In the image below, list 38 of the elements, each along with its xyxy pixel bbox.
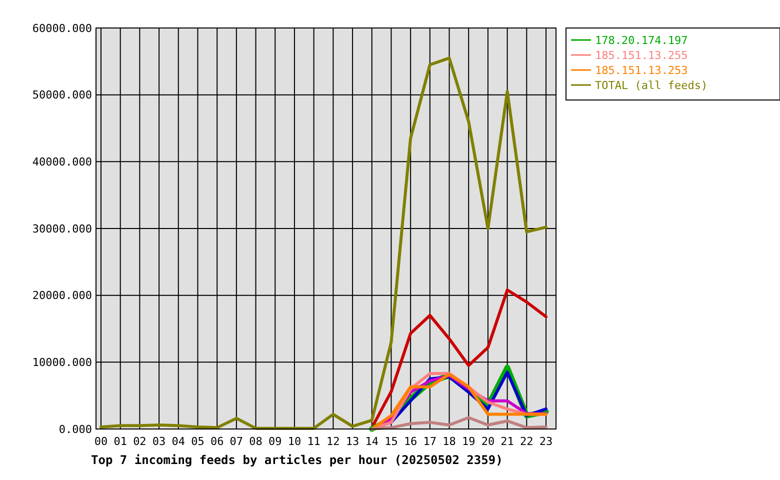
- x-tick-label: 06: [210, 435, 224, 448]
- x-tick-label: 11: [307, 435, 320, 448]
- x-tick-label: 16: [404, 435, 418, 448]
- y-tick-label: 50000.000: [32, 88, 92, 102]
- x-tick-label: 20: [481, 435, 495, 448]
- legend-label: 185.151.13.253: [595, 64, 688, 77]
- x-tick-label: 23: [539, 435, 553, 448]
- x-tick-label: 07: [230, 435, 244, 448]
- y-tick-label: 10000.000: [32, 356, 92, 370]
- x-tick-label: 09: [268, 435, 282, 448]
- line-series: [370, 416, 548, 430]
- x-tick-label: 02: [133, 435, 146, 448]
- x-tick-label: 21: [500, 435, 514, 448]
- x-tick-label: 08: [249, 435, 262, 448]
- x-tick-label: 22: [520, 435, 534, 448]
- x-tick-label: 19: [462, 435, 476, 448]
- x-tick-label: 00: [94, 435, 108, 448]
- x-tick-label: 18: [442, 435, 456, 448]
- x-tick-label: 05: [191, 435, 204, 448]
- line-series: [100, 56, 548, 430]
- x-tick-label: 13: [346, 435, 360, 448]
- x-tick-label: 04: [172, 435, 186, 448]
- x-tick-label: 03: [152, 435, 166, 448]
- y-tick-label: 40000.000: [32, 156, 92, 169]
- legend-label: 178.20.174.197: [595, 34, 688, 47]
- x-tick-label: 14: [365, 435, 379, 448]
- x-tick-label: 15: [384, 435, 398, 448]
- legend-label: 185.151.13.255: [595, 48, 688, 62]
- x-tick-label: 10: [288, 435, 302, 448]
- y-tick-label: 0.000: [58, 422, 92, 436]
- x-tick-label: 01: [114, 435, 127, 448]
- legend-label: TOTAL (all feeds): [595, 78, 708, 92]
- y-tick-label: 20000.000: [32, 289, 92, 302]
- y-tick-label: 60000.000: [32, 22, 92, 35]
- text: Top 7 incoming feeds by articles per hour (20250502 2359): [91, 453, 503, 467]
- x-tick-label: 12: [326, 435, 340, 448]
- y-tick-label: 30000.000: [32, 222, 92, 236]
- x-tick-label: 17: [423, 435, 437, 448]
